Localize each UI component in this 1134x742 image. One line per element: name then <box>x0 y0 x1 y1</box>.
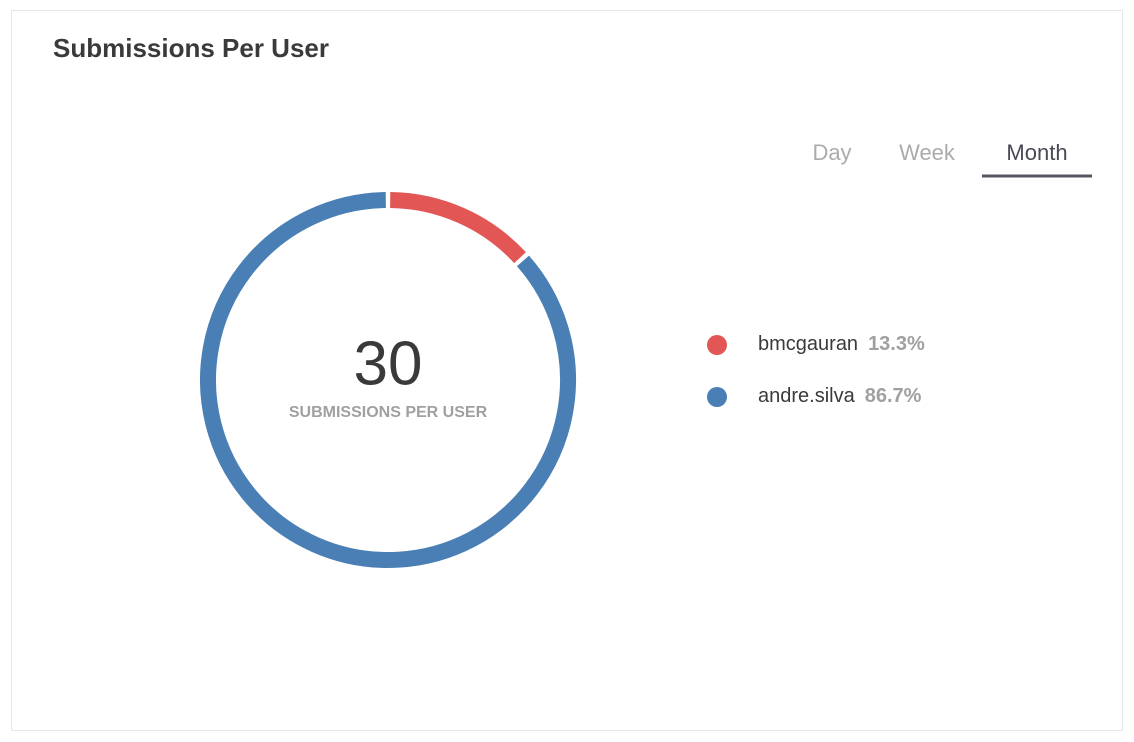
center-value: 30 <box>354 329 423 398</box>
legend-entry: bmcgauran 13.3% <box>758 333 925 355</box>
legend-dot <box>707 335 727 355</box>
legend-name: bmcgauran <box>758 333 858 355</box>
tab[interactable]: Day <box>812 140 851 165</box>
legend-percent: 13.3% <box>868 333 925 355</box>
donut-segment <box>200 192 576 568</box>
chart-title: Submissions Per User <box>53 33 329 63</box>
center-label: SUBMISSIONS PER USER <box>289 404 488 421</box>
tab[interactable]: Month <box>1006 140 1067 165</box>
legend-dot <box>707 387 727 407</box>
tab[interactable]: Week <box>899 140 956 165</box>
legend-percent: 86.7% <box>865 385 922 407</box>
donut-segment <box>390 192 526 264</box>
legend-entry: andre.silva 86.7% <box>758 385 922 407</box>
legend-name: andre.silva <box>758 385 856 407</box>
